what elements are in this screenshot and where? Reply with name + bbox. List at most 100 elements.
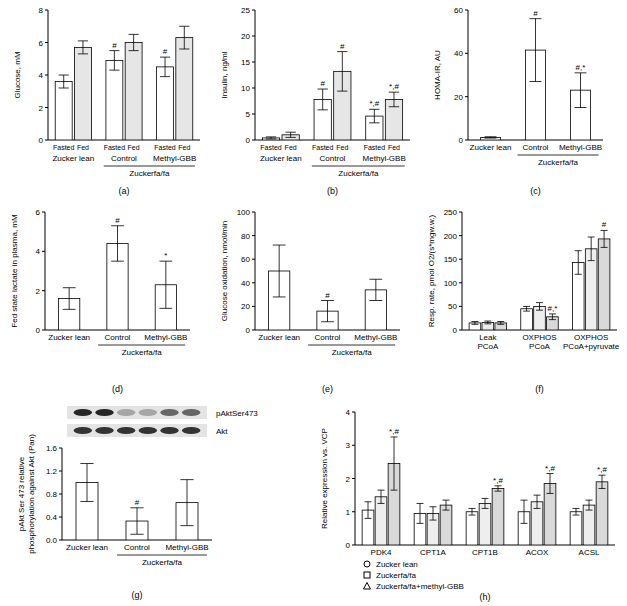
marks — [269, 245, 387, 330]
chart-panel: 0204060HOMA-IR, AU##,*Zucker leanControl… — [433, 6, 603, 196]
error-bar — [549, 314, 556, 320]
y-axis — [468, 10, 469, 140]
y-tick-label: 200 — [444, 232, 458, 241]
significance-label: #,* — [548, 304, 558, 313]
y-tick-label: 150 — [444, 255, 458, 264]
error-bar — [285, 132, 295, 137]
x-tick-label: Fed — [388, 144, 400, 151]
group-label: Control — [111, 154, 137, 163]
panel-label: (g) — [132, 590, 143, 600]
group-bracket — [104, 166, 195, 167]
super-group-label: Zuckerfa/fa — [538, 158, 579, 167]
blot-band — [74, 427, 93, 434]
y-tick — [252, 62, 255, 63]
y-tick-label: 0 — [39, 136, 44, 145]
y-tick — [252, 235, 255, 236]
x-tick-label: Fasted — [104, 144, 126, 151]
group-label: Zucker lean — [260, 154, 302, 163]
x-tick-label: Control — [315, 333, 341, 342]
panel-label: (e) — [322, 384, 333, 394]
chart-panel: 0246Fed state lactate in plasma, mM#*Zuc… — [10, 208, 190, 394]
super-group-label: Zuckerfa/fa — [122, 348, 163, 357]
x-tick-label: Control — [523, 143, 549, 152]
y-tick — [59, 448, 62, 449]
blot-band — [160, 409, 179, 416]
x-tick-label: Methyl-GBB — [354, 333, 397, 342]
y-axis-label: Glucose, mM — [13, 51, 22, 98]
x-tick-label: Control — [105, 333, 131, 342]
y-tick — [465, 140, 468, 141]
y-tick — [45, 140, 48, 141]
y-axis-label: phosphorylation against Akt (Pan) — [27, 434, 36, 554]
error-bar — [111, 226, 124, 261]
group-label: Control — [320, 154, 346, 163]
panel-label: (a) — [119, 186, 130, 196]
error-bar — [160, 57, 170, 77]
y-tick-label: 60 — [454, 6, 463, 15]
y-tick-label: 25 — [241, 6, 250, 15]
error-bar — [520, 500, 527, 523]
error-bar — [59, 75, 69, 88]
error-bar — [369, 109, 379, 123]
marks — [469, 230, 610, 330]
x-tick-label: Fasted — [154, 144, 176, 151]
x-tick-label: OXPHOSPCoA — [522, 333, 556, 351]
bar — [466, 512, 478, 545]
blot-label: pAktSer473 — [216, 409, 258, 418]
y-tick-label: 20 — [241, 302, 250, 311]
error-bar — [416, 503, 423, 523]
y-tick-label: 1.2 — [46, 467, 58, 476]
western-blot: pAktSer473Akt — [67, 406, 258, 437]
y-axis — [255, 10, 256, 140]
error-bar — [318, 89, 328, 110]
bar — [74, 47, 91, 140]
error-bar — [337, 52, 347, 92]
group-label: Zucker lean — [52, 154, 94, 163]
x-tick-label: Fed — [178, 144, 190, 151]
group-bracket — [312, 166, 405, 167]
y-axis — [255, 212, 256, 330]
y-tick-label: 60 — [241, 255, 250, 264]
y-tick-label: 40 — [454, 49, 463, 58]
bar — [481, 137, 501, 140]
y-tick-label: 6 — [39, 39, 44, 48]
significance-label: # — [115, 216, 120, 225]
chart-panel: 01234Relative expression vs. VCP*,#*,#*,… — [320, 408, 615, 602]
y-axis — [45, 212, 46, 330]
y-tick — [59, 540, 62, 541]
error-bar — [601, 230, 608, 247]
error-bar — [497, 322, 504, 325]
x-tick-label: Fed — [285, 144, 297, 151]
blot-band — [182, 409, 201, 416]
x-tick-label: Fasted — [53, 144, 75, 151]
y-tick-label: 50 — [448, 302, 457, 311]
y-axis — [462, 212, 463, 330]
x-tick-label: Fasted — [260, 144, 282, 151]
error-bar — [377, 490, 384, 503]
legend-marker — [364, 583, 371, 590]
super-group-label: Zuckerfa/fa — [129, 169, 170, 178]
y-tick — [352, 478, 355, 479]
marks — [59, 226, 177, 330]
error-bar — [575, 73, 587, 108]
error-bar — [484, 321, 491, 324]
x-tick-label: Zucker lean — [470, 143, 512, 152]
blot-band — [160, 427, 179, 434]
y-tick — [459, 259, 462, 260]
x-tick-label: CPT1A — [420, 548, 446, 557]
y-tick — [352, 445, 355, 446]
bar — [492, 488, 504, 545]
marks — [262, 52, 402, 140]
y-tick-label: 2 — [39, 104, 44, 113]
panel-label: (c) — [530, 186, 541, 196]
y-tick — [252, 282, 255, 283]
bar — [598, 239, 610, 330]
significance-label: # — [325, 291, 330, 300]
bar — [479, 503, 491, 545]
group-label: Methyl-GBB — [153, 154, 196, 163]
y-tick — [252, 330, 255, 331]
significance-label: *,# — [389, 82, 399, 91]
y-tick — [459, 306, 462, 307]
marks — [55, 26, 193, 140]
x-tick-label: ACSL — [579, 548, 600, 557]
